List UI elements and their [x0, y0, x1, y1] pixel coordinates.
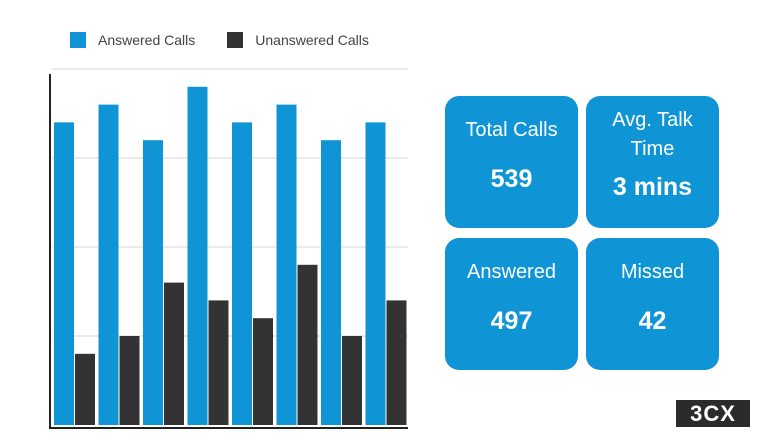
answered-card: Answered 497 — [445, 238, 578, 370]
bar-answered-4 — [232, 122, 252, 426]
total-calls-value: 539 — [490, 165, 533, 193]
bar-answered-1 — [98, 104, 119, 425]
bar-unanswered-6 — [342, 336, 362, 425]
missed-label: Missed — [620, 261, 685, 283]
total-calls-card: Total Calls 539 — [445, 96, 578, 228]
total-calls-label: Total Calls — [465, 119, 558, 141]
bar-answered-3 — [187, 86, 208, 426]
avg-talk-time-label-line1: Avg. Talk — [612, 109, 693, 131]
legend-unanswered: Unanswered Calls — [227, 32, 369, 48]
avg-talk-time-label: Avg. Talk Time — [612, 106, 692, 164]
bar-unanswered-4 — [253, 318, 273, 425]
avg-talk-time-label-line2: Time — [630, 138, 675, 160]
bar-unanswered-3 — [208, 300, 229, 425]
chart-legend: Answered Calls Unanswered Calls — [70, 32, 369, 48]
3cx-logo-icon: 3CX — [676, 400, 750, 427]
bar-answered-2 — [143, 140, 163, 425]
avg-talk-time-card: Avg. Talk Time 3 mins — [586, 96, 719, 228]
bar-answered-6 — [321, 140, 341, 425]
bar-answered-0 — [54, 122, 74, 426]
legend-label-answered: Answered Calls — [98, 32, 196, 48]
answered-label: Answered — [467, 261, 556, 283]
bar-unanswered-1 — [119, 336, 140, 425]
legend-label-unanswered: Unanswered Calls — [255, 32, 369, 48]
answered-value: 497 — [490, 307, 533, 335]
missed-value: 42 — [638, 307, 667, 335]
bar-unanswered-7 — [386, 300, 407, 425]
avg-talk-time-value: 3 mins — [612, 173, 693, 201]
bar-answered-7 — [365, 122, 386, 426]
stats-cards: Total Calls 539 Avg. Talk Time 3 mins An… — [445, 96, 721, 370]
legend-answered: Answered Calls — [70, 32, 195, 48]
bar-unanswered-2 — [164, 282, 184, 425]
bar-unanswered-5 — [297, 264, 318, 425]
missed-card: Missed 42 — [586, 238, 719, 370]
calls-bar-chart — [49, 68, 408, 429]
bar-unanswered-0 — [75, 353, 95, 425]
legend-swatch-unanswered — [227, 32, 244, 48]
legend-swatch-answered — [70, 32, 86, 48]
bar-answered-5 — [276, 104, 297, 425]
